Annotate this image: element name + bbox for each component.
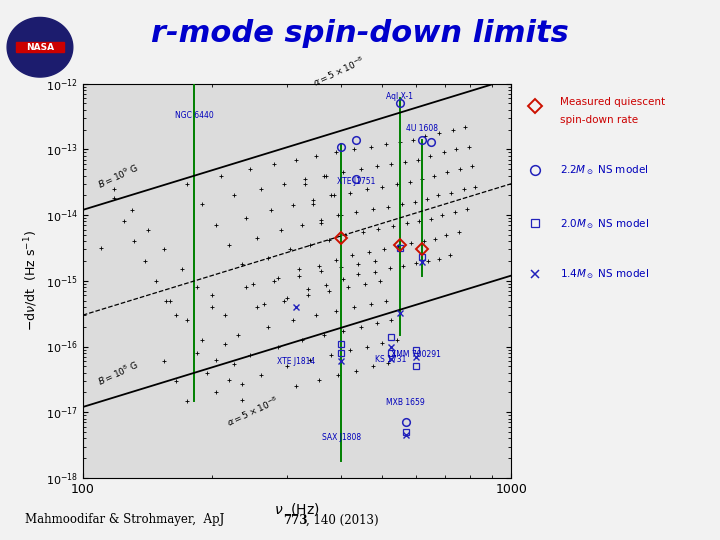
Text: SAX J1808: SAX J1808 bbox=[322, 433, 361, 442]
Text: 2.0$M_\odot$ NS model: 2.0$M_\odot$ NS model bbox=[560, 217, 649, 231]
Text: $B=10^8$ G: $B=10^8$ G bbox=[95, 358, 140, 388]
Text: , 140 (2013): , 140 (2013) bbox=[306, 514, 379, 526]
Text: XTE J1751: XTE J1751 bbox=[337, 177, 376, 186]
Text: MXB 1659: MXB 1659 bbox=[386, 398, 425, 407]
Text: NASA: NASA bbox=[26, 43, 54, 52]
Text: Mahmoodifar & Strohmayer,  ApJ: Mahmoodifar & Strohmayer, ApJ bbox=[25, 514, 228, 526]
Text: XTE J1814: XTE J1814 bbox=[276, 357, 315, 366]
Text: NGC 6440: NGC 6440 bbox=[175, 111, 214, 120]
Text: Aql X-1: Aql X-1 bbox=[386, 92, 413, 101]
Text: 4U 1608: 4U 1608 bbox=[406, 124, 438, 133]
Text: $\alpha=5\times10^{-8}$: $\alpha=5\times10^{-8}$ bbox=[310, 54, 366, 89]
Polygon shape bbox=[16, 42, 64, 52]
Text: r-mode spin-down limits: r-mode spin-down limits bbox=[151, 19, 569, 48]
Text: Measured quiescent: Measured quiescent bbox=[560, 98, 665, 107]
X-axis label: $\nu$  (Hz): $\nu$ (Hz) bbox=[274, 501, 320, 517]
Text: 2.2$M_\odot$ NS model: 2.2$M_\odot$ NS model bbox=[560, 164, 649, 177]
Text: KS 1731: KS 1731 bbox=[375, 355, 407, 363]
Text: spin-down rate: spin-down rate bbox=[560, 115, 639, 125]
Polygon shape bbox=[7, 17, 73, 77]
Text: 773: 773 bbox=[283, 514, 307, 526]
Text: $B=10^9$ G: $B=10^9$ G bbox=[95, 161, 140, 191]
Text: $\alpha=5\times10^{-8}$: $\alpha=5\times10^{-8}$ bbox=[225, 394, 282, 429]
Text: XMM 700291: XMM 700291 bbox=[391, 350, 441, 359]
Y-axis label: $-$d$\nu$/dt  (Hz s$^{-1}$): $-$d$\nu$/dt (Hz s$^{-1}$) bbox=[22, 231, 40, 331]
Text: 1.4$M_\odot$ NS model: 1.4$M_\odot$ NS model bbox=[560, 267, 649, 281]
